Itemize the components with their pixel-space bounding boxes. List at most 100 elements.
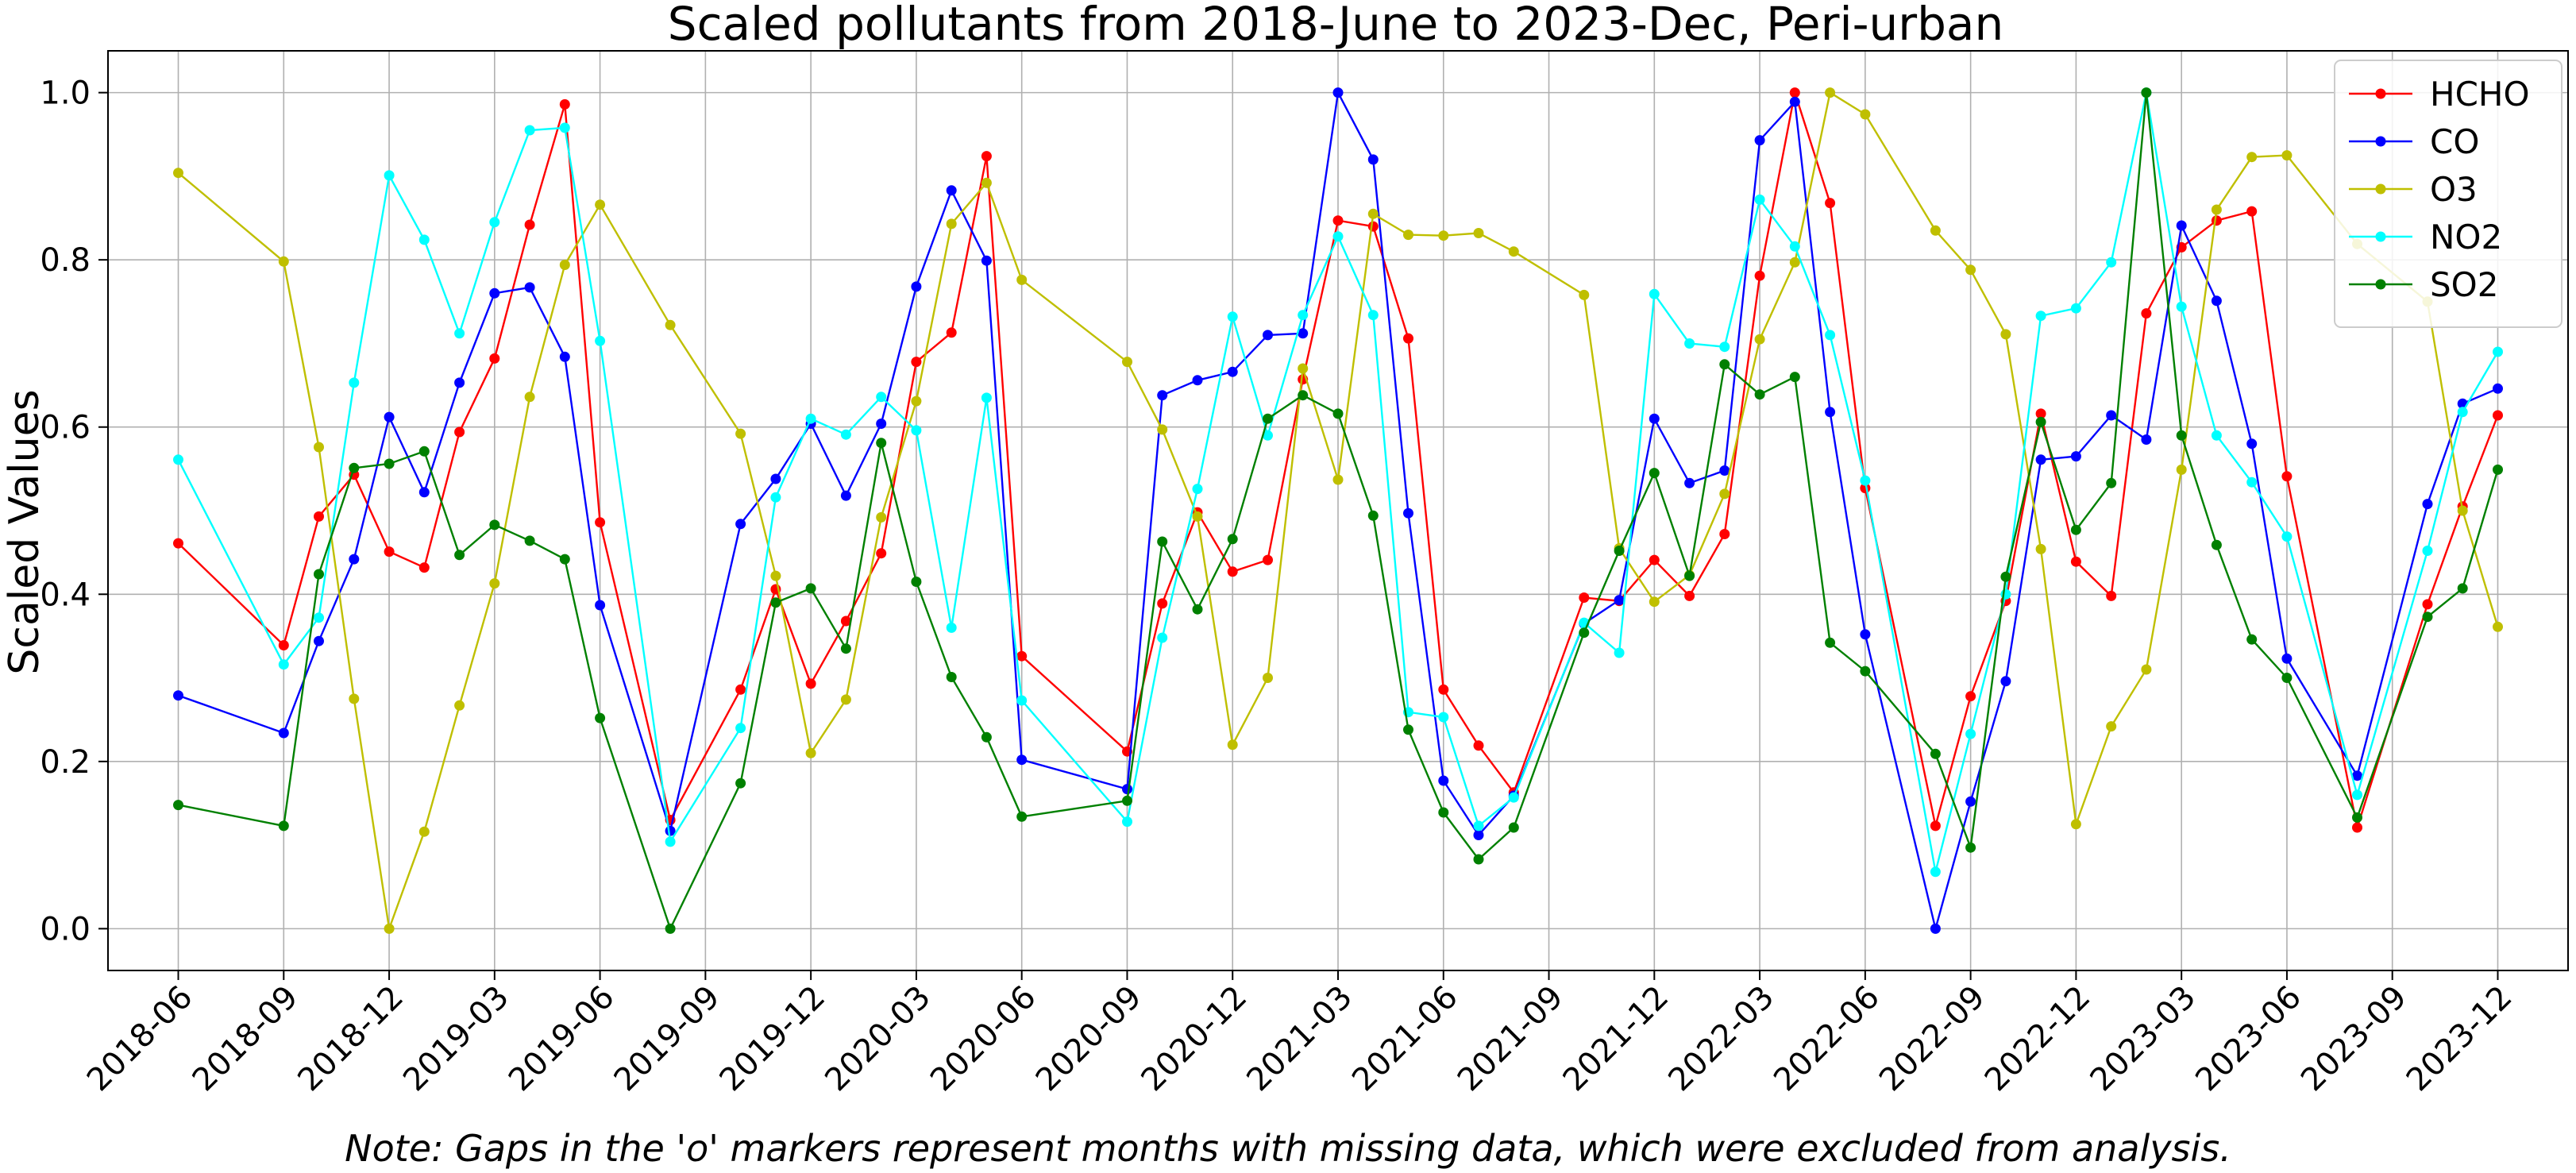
co-point [876,419,887,429]
o3-point [1508,246,1519,257]
o3-point [559,260,570,270]
legend-box [2334,60,2563,328]
no2-point [2422,546,2433,556]
so2-point [1298,390,1309,401]
no2-point [1263,430,1273,441]
co-point [1403,507,1413,519]
series-co [173,87,2503,934]
o3-point [1825,87,1836,98]
y-tick-label: 0.8 [40,242,91,279]
hcho-point [595,517,606,528]
o3-point [840,694,851,705]
co-point [1649,413,1660,424]
o3-point [349,693,360,704]
o3-point [2070,819,2081,830]
legend-item-so2: SO2 [2349,265,2498,304]
so2-point [805,583,816,594]
hcho-point [1332,215,1344,226]
hcho-point [454,426,465,438]
no2-point [981,392,992,403]
legend-marker [2375,183,2386,195]
so2-point [1649,468,1660,479]
hcho-point [735,684,746,695]
o3-point [1930,225,1941,236]
so2-point [665,923,676,934]
o3-point [1473,228,1484,238]
co-point [2141,434,2152,445]
so2-point [1965,842,1976,853]
hcho-point [524,219,535,230]
co-point [911,281,922,292]
co-point [454,377,465,388]
so2-point [1930,748,1941,759]
so2-point [911,577,922,587]
legend-item-hcho: HCHO [2349,75,2530,114]
no2-point [2281,531,2293,542]
so2-point [770,597,781,608]
co-point [1789,96,1800,107]
o3-point [1789,257,1800,268]
hcho-point [1367,221,1379,232]
no2-point [1508,792,1519,803]
so2-point [559,554,570,565]
co-point [840,490,851,501]
so2-point [2281,673,2293,683]
no2-point [665,836,676,847]
co-point [2352,770,2362,781]
o3-point [2000,329,2011,340]
o3-point [489,578,500,589]
o3-point [1122,357,1132,368]
no2-point [1789,241,1800,252]
o3-point [1263,673,1273,683]
hcho-point [1403,333,1413,344]
no2-point [173,454,183,465]
so2-point [1157,536,1168,547]
so2-point [1579,627,1590,639]
y-tick-label: 0.2 [40,744,91,781]
hcho-point [1930,820,1941,832]
no2-point [454,328,465,339]
o3-point [911,396,922,407]
hcho-point [1684,590,1695,601]
co-point [1332,87,1344,98]
no2-point [314,612,324,623]
so2-point [2352,812,2362,823]
so2-point [454,550,465,561]
so2-point [2176,430,2187,441]
co-point [524,282,535,293]
o3-point [2035,543,2046,554]
no2-point [2106,257,2117,268]
no2-point [2035,311,2046,322]
co-point [418,487,430,498]
so2-point [2246,634,2258,645]
so2-point [1825,637,1836,648]
o3-point [1332,474,1344,485]
so2-point [1438,807,1449,818]
co-point [2211,295,2222,307]
so2-point [1614,546,1625,556]
no2-point [595,335,606,346]
o3-point [770,570,781,581]
series-no2 [173,87,2503,878]
co-point [2493,383,2503,394]
no2-point [384,170,395,181]
o3-point [1754,334,1765,345]
co-point [2000,676,2011,687]
o3-point [1860,109,1871,120]
co-point [1227,366,1238,377]
co-point [489,287,500,299]
o3-point [1298,363,1309,374]
no2-point [770,492,781,503]
so2-point [524,535,535,546]
legend-label: O3 [2430,170,2478,209]
co-point [770,473,781,484]
so2-point [2141,87,2152,98]
no2-point [2176,301,2187,312]
o3-point [2281,150,2293,161]
co-point [2176,220,2187,231]
co-point [981,255,992,266]
o3-point [1367,208,1379,219]
no2-point [2493,346,2503,357]
co-point [1122,784,1132,795]
